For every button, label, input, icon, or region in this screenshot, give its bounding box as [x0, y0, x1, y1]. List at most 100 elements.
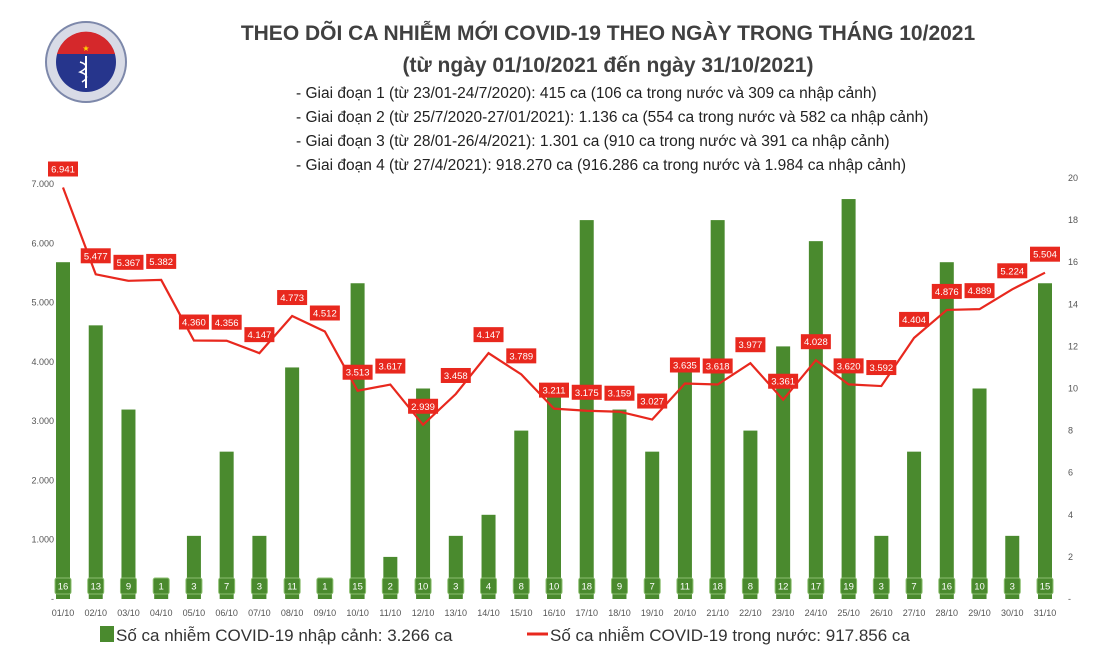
bar-value-badge: [938, 577, 956, 595]
x-axis-label: 05/10: [183, 608, 206, 618]
bar-value-badge: [610, 577, 628, 595]
line-label-text: 4.512: [313, 309, 337, 320]
right-axis-tick: 8: [1068, 426, 1073, 436]
x-axis-label: 24/10: [805, 608, 828, 618]
line-label-box: [931, 283, 962, 299]
bar-value-label: 10: [418, 582, 429, 593]
line-data-label: 3.159: [604, 385, 635, 401]
line-label-box: [637, 393, 668, 409]
line-label-text: 3.458: [444, 371, 468, 382]
line-data-label: 3.175: [571, 384, 602, 400]
bar-value-label: 9: [617, 582, 622, 593]
bar-imported: [579, 220, 594, 599]
bar-imported: [645, 451, 660, 599]
x-axis-label: 20/10: [674, 608, 697, 618]
x-axis-label: 31/10: [1034, 608, 1057, 618]
line-domestic: [61, 187, 1046, 427]
bar-value-label: 1: [322, 582, 327, 593]
line-label-text: 4.360: [182, 318, 206, 329]
x-axis-label: 23/10: [772, 608, 795, 618]
line-data-label: 3.617: [375, 358, 406, 374]
bar-value-badge: [872, 577, 890, 595]
bar-value-badge: [316, 577, 334, 595]
line-label-box: [244, 327, 275, 343]
bar-value-label: 8: [519, 582, 524, 593]
bar-value-label: 1: [159, 582, 164, 593]
bar-value-badge: [741, 577, 759, 595]
x-axis-label: 25/10: [837, 608, 860, 618]
bar-value-badge: [218, 577, 236, 595]
line-data-label: 3.513: [342, 364, 373, 380]
bar-value-badge: [971, 577, 989, 595]
bar-value-badge: [512, 577, 530, 595]
line-label-text: 4.147: [248, 330, 272, 341]
bar-imported: [219, 451, 234, 599]
line-label-box: [80, 248, 111, 264]
bar-imported: [514, 430, 529, 599]
bar-value-badge: [840, 577, 858, 595]
line-label-box: [309, 305, 340, 321]
bar-value-badge: [643, 577, 661, 595]
line-data-label: 5.477: [80, 248, 111, 264]
legend-bar-swatch: [100, 626, 114, 642]
line-label-text: 3.175: [575, 388, 599, 399]
bar-imported: [88, 325, 103, 599]
line-data-label: 4.147: [244, 327, 275, 343]
line-label-box: [178, 314, 209, 330]
line-data-label: 3.458: [440, 367, 471, 383]
x-axis-label: 14/10: [477, 608, 500, 618]
right-axis-tick: 4: [1068, 510, 1073, 520]
bar-value-badge: [480, 577, 498, 595]
line-label-box: [669, 357, 700, 373]
line-label-box: [539, 382, 569, 398]
bar-imported: [907, 451, 922, 599]
bar-value-badge: [447, 577, 465, 595]
bar-value-badge: [119, 577, 137, 595]
bar-imported: [841, 199, 856, 600]
line-label-box: [866, 360, 897, 376]
line-label-text: 3.159: [608, 389, 632, 400]
line-label-text: 3.635: [673, 360, 697, 371]
line-label-box: [113, 254, 144, 270]
line-label-text: 2.939: [411, 402, 435, 413]
x-axis-label: 03/10: [117, 608, 140, 618]
bar-value-badge: [1036, 577, 1054, 595]
bar-value-label: 7: [650, 582, 655, 593]
line-label-box: [604, 385, 635, 401]
bar-value-badge: [807, 577, 825, 595]
bar-value-label: 16: [58, 582, 69, 593]
line-data-label: 3.592: [866, 360, 897, 376]
bar-imported: [547, 388, 561, 599]
x-axis-label: 02/10: [84, 608, 107, 618]
bar-imported: [677, 367, 692, 599]
line-label-box: [899, 311, 930, 327]
left-axis-tick: 5.000: [31, 298, 54, 308]
phase-bullet: - Giai đoạn 1 (từ 23/01-24/7/2020): 415 …: [296, 85, 877, 102]
line-label-text: 3.977: [739, 340, 763, 351]
bar-value-label: 19: [843, 582, 854, 593]
right-axis-tick: 14: [1068, 299, 1078, 309]
line-label-box: [1030, 246, 1060, 262]
line-label-text: 4.356: [215, 318, 239, 329]
bar-value-label: 2: [388, 582, 393, 593]
x-axis-label: 09/10: [314, 608, 337, 618]
x-axis-label: 30/10: [1001, 608, 1024, 618]
line-data-label: 3.635: [669, 357, 700, 373]
x-axis-label: 06/10: [215, 608, 238, 618]
bar-value-label: 11: [680, 582, 690, 593]
bar-value-label: 4: [486, 582, 491, 593]
chart-subtitle: (từ ngày 01/10/2021 đến ngày 31/10/2021): [403, 54, 814, 77]
x-axis-label: 16/10: [543, 608, 566, 618]
line-data-label: 3.977: [735, 337, 766, 353]
bar-imported: [939, 262, 954, 599]
bar-value-badge: [283, 577, 301, 595]
x-axis-label: 29/10: [968, 608, 991, 618]
line-label-box: [571, 384, 602, 400]
line-label-box: [702, 358, 733, 374]
bar-value-badge: [185, 577, 203, 595]
bar-value-label: 10: [974, 582, 985, 593]
line-label-text: 3.027: [640, 397, 664, 408]
line-data-label: 4.356: [211, 314, 242, 330]
line-label-box: [768, 373, 799, 389]
bar-value-badge: [905, 577, 923, 595]
